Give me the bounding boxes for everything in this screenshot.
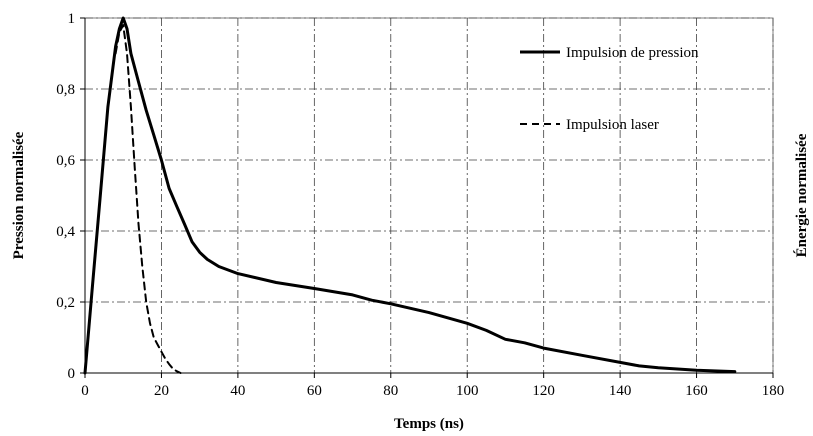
y-tick-label: 0 [68, 366, 76, 382]
x-tick-label: 120 [532, 383, 555, 399]
y-tick-label: 0,4 [56, 224, 75, 240]
y-axis-title: Pression normalisée [11, 131, 27, 259]
legend-label-pression: Impulsion de pression [566, 45, 699, 61]
y-tick-label: 0,6 [56, 153, 75, 169]
x-tick-label: 160 [685, 383, 708, 399]
series-line-1 [114, 24, 182, 374]
grid-lines [85, 17, 774, 373]
series-line-0 [83, 16, 737, 375]
y-tick-labels: 0 0,2 0,4 0,6 0,8 1 [56, 11, 75, 382]
plot-area [84, 17, 774, 374]
y-tick-label: 0,2 [56, 295, 75, 311]
y-axis-right-title: Énergie normalisée [793, 133, 810, 257]
x-axis-title: Temps (ns) [394, 416, 464, 432]
x-tick-labels: 0 20 40 60 80 100 120 140 160 180 [81, 383, 784, 399]
x-tick-label: 60 [307, 383, 322, 399]
x-tick-label: 0 [81, 383, 89, 399]
x-tick-label: 20 [154, 383, 169, 399]
axes [80, 17, 774, 378]
y-tick-label: 0,8 [56, 82, 75, 98]
y-tick-label: 1 [68, 11, 76, 27]
x-tick-label: 100 [456, 383, 479, 399]
x-tick-label: 180 [762, 383, 785, 399]
x-tick-label: 80 [383, 383, 398, 399]
legend-label-laser: Impulsion laser [566, 117, 659, 133]
legend: Impulsion de pression Impulsion laser [520, 45, 699, 133]
x-tick-label: 40 [230, 383, 245, 399]
series-layer [83, 16, 737, 375]
x-tick-label: 140 [609, 383, 632, 399]
